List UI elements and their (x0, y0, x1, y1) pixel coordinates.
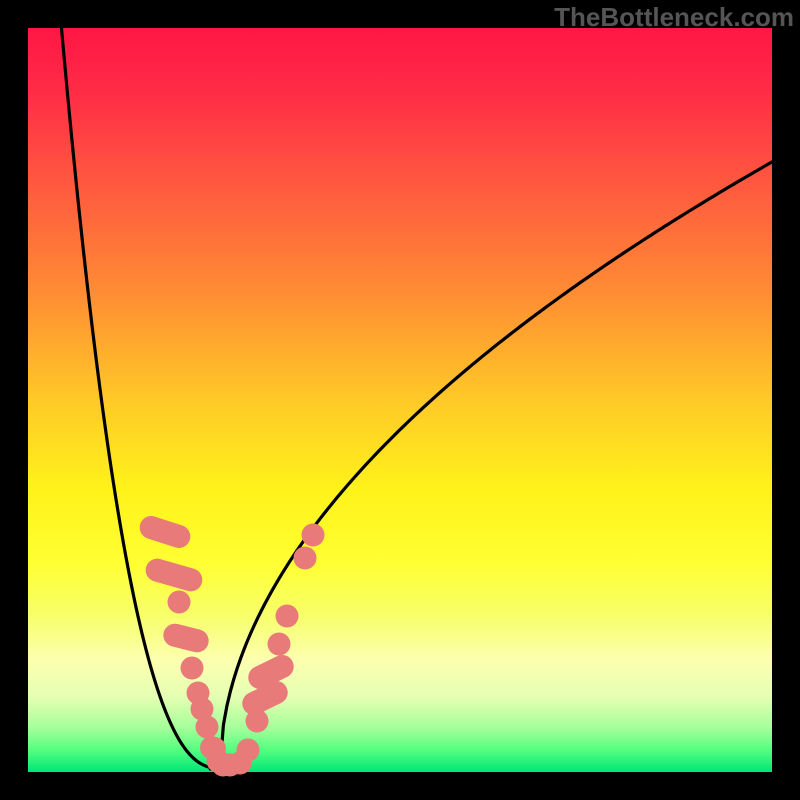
plot-area (28, 28, 772, 772)
data-marker (267, 633, 290, 656)
marker-layer (28, 28, 772, 772)
watermark-text: TheBottleneck.com (554, 2, 794, 33)
data-marker (293, 546, 316, 569)
data-marker (237, 738, 260, 761)
data-marker (168, 591, 191, 614)
data-marker (275, 604, 298, 627)
data-marker (143, 556, 205, 594)
data-marker (161, 621, 211, 654)
data-marker (137, 513, 194, 551)
data-marker (301, 524, 324, 547)
data-marker (195, 716, 218, 739)
chart-container: { "canvas": { "width": 800, "height": 80… (0, 0, 800, 800)
data-marker (181, 656, 204, 679)
